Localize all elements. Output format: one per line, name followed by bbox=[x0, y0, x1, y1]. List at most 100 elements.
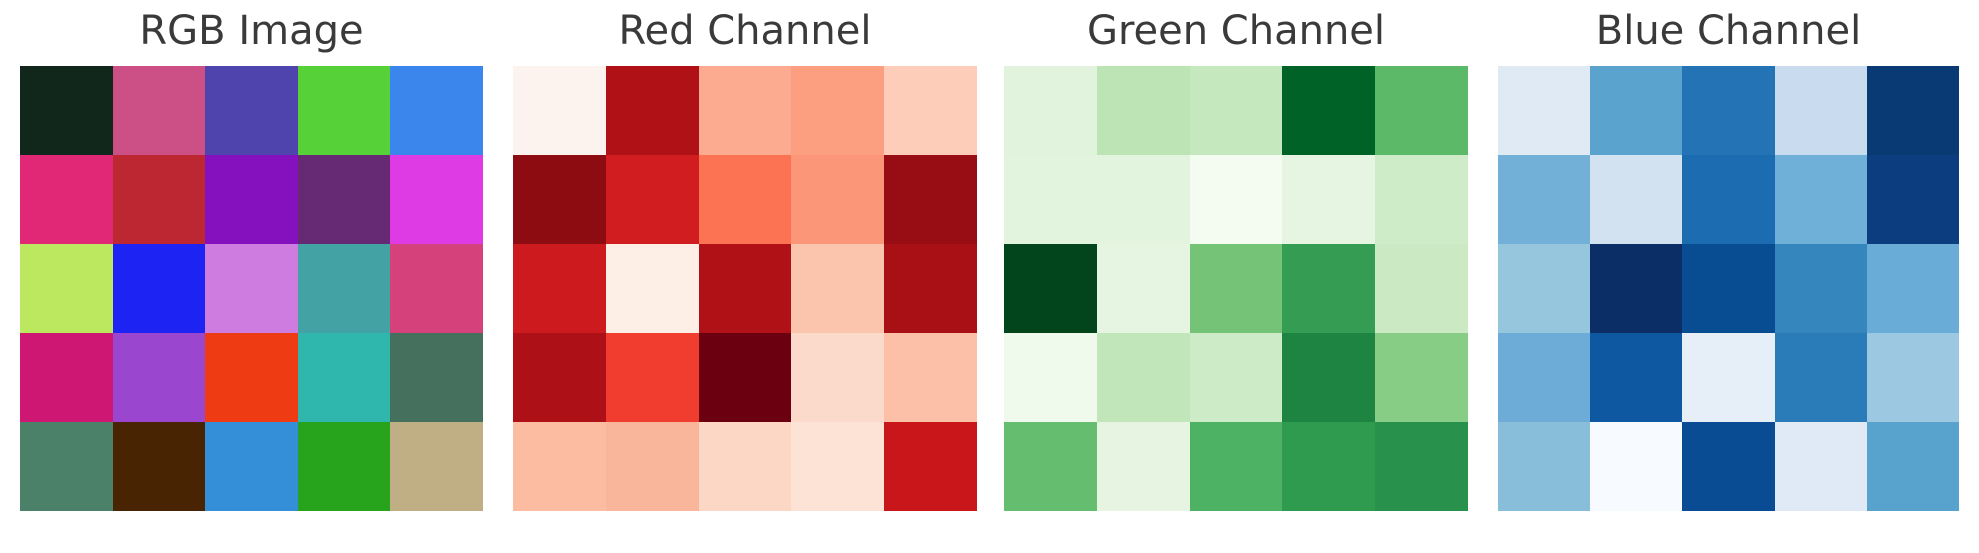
pixel-cell bbox=[1189, 66, 1283, 155]
pixel-cell bbox=[1004, 333, 1097, 422]
pixel-cell bbox=[1282, 66, 1376, 155]
pixel-cell bbox=[605, 333, 699, 422]
panel-title-blue: Blue Channel bbox=[1595, 8, 1862, 54]
pixel-cell bbox=[297, 244, 391, 333]
pixel-cell bbox=[205, 66, 298, 155]
pixel-cell bbox=[1004, 155, 1097, 244]
pixel-cell bbox=[1774, 422, 1867, 511]
panel-rgb-image: RGB Image bbox=[20, 0, 483, 553]
pixel-cell bbox=[513, 66, 606, 155]
pixel-cell bbox=[205, 155, 298, 244]
pixel-cell bbox=[297, 66, 391, 155]
pixel-cell bbox=[1282, 422, 1376, 511]
pixel-cell bbox=[605, 244, 699, 333]
pixel-cell bbox=[884, 333, 977, 422]
pixel-cell bbox=[1498, 244, 1591, 333]
pixel-cell bbox=[1189, 155, 1283, 244]
pixel-cell bbox=[1375, 244, 1468, 333]
pixel-cell bbox=[390, 333, 483, 422]
pixel-cell bbox=[390, 244, 483, 333]
pixel-cell bbox=[698, 155, 792, 244]
pixel-cell bbox=[698, 333, 792, 422]
pixel-cell bbox=[1282, 155, 1376, 244]
pixel-cell bbox=[884, 155, 977, 244]
pixel-cell bbox=[791, 66, 885, 155]
blue-channel-grid bbox=[1498, 66, 1959, 511]
pixel-cell bbox=[1004, 244, 1097, 333]
pixel-cell bbox=[1282, 333, 1376, 422]
pixel-cell bbox=[205, 244, 298, 333]
pixel-cell bbox=[20, 333, 113, 422]
pixel-cell bbox=[1375, 155, 1468, 244]
pixel-cell bbox=[698, 244, 792, 333]
pixel-cell bbox=[205, 422, 298, 511]
pixel-cell bbox=[791, 333, 885, 422]
pixel-cell bbox=[1866, 244, 1959, 333]
pixel-cell bbox=[605, 155, 699, 244]
panel-red-channel: Red Channel bbox=[513, 0, 977, 553]
pixel-cell bbox=[1774, 244, 1867, 333]
pixel-cell bbox=[513, 244, 606, 333]
pixel-cell bbox=[1498, 66, 1591, 155]
pixel-cell bbox=[884, 422, 977, 511]
pixel-cell bbox=[112, 422, 206, 511]
pixel-cell bbox=[1682, 422, 1775, 511]
pixel-cell bbox=[20, 422, 113, 511]
pixel-cell bbox=[1682, 333, 1775, 422]
panel-green-channel: Green Channel bbox=[1004, 0, 1468, 553]
pixel-cell bbox=[1774, 155, 1867, 244]
pixel-cell bbox=[297, 333, 391, 422]
pixel-cell bbox=[297, 422, 391, 511]
pixel-cell bbox=[1682, 66, 1775, 155]
pixel-cell bbox=[1282, 244, 1376, 333]
pixel-cell bbox=[20, 244, 113, 333]
pixel-cell bbox=[884, 244, 977, 333]
pixel-cell bbox=[791, 155, 885, 244]
pixel-cell bbox=[1866, 333, 1959, 422]
pixel-cell bbox=[112, 333, 206, 422]
pixel-cell bbox=[1682, 155, 1775, 244]
pixel-cell bbox=[390, 155, 483, 244]
pixel-cell bbox=[513, 333, 606, 422]
pixel-cell bbox=[791, 422, 885, 511]
pixel-cell bbox=[1189, 422, 1283, 511]
green-channel-grid bbox=[1004, 66, 1468, 511]
pixel-cell bbox=[513, 422, 606, 511]
pixel-cell bbox=[1189, 244, 1283, 333]
pixel-cell bbox=[20, 66, 113, 155]
pixel-cell bbox=[1004, 422, 1097, 511]
pixel-cell bbox=[1590, 66, 1683, 155]
pixel-cell bbox=[1189, 333, 1283, 422]
pixel-cell bbox=[112, 155, 206, 244]
pixel-cell bbox=[390, 66, 483, 155]
pixel-cell bbox=[1774, 333, 1867, 422]
pixel-cell bbox=[112, 244, 206, 333]
pixel-cell bbox=[605, 66, 699, 155]
pixel-cell bbox=[1096, 66, 1190, 155]
pixel-cell bbox=[698, 422, 792, 511]
pixel-cell bbox=[513, 155, 606, 244]
panel-title-green: Green Channel bbox=[1086, 8, 1386, 54]
pixel-cell bbox=[1498, 333, 1591, 422]
pixel-cell bbox=[1096, 333, 1190, 422]
panel-title-red: Red Channel bbox=[618, 8, 872, 54]
pixel-cell bbox=[884, 66, 977, 155]
pixel-cell bbox=[1375, 333, 1468, 422]
pixel-cell bbox=[1590, 422, 1683, 511]
pixel-cell bbox=[205, 333, 298, 422]
pixel-cell bbox=[791, 244, 885, 333]
pixel-cell bbox=[1590, 244, 1683, 333]
pixel-cell bbox=[1096, 155, 1190, 244]
pixel-cell bbox=[1096, 422, 1190, 511]
pixel-cell bbox=[698, 66, 792, 155]
pixel-cell bbox=[1498, 155, 1591, 244]
pixel-cell bbox=[112, 66, 206, 155]
pixel-cell bbox=[1375, 66, 1468, 155]
pixel-cell bbox=[1096, 244, 1190, 333]
pixel-cell bbox=[1375, 422, 1468, 511]
pixel-cell bbox=[1590, 155, 1683, 244]
pixel-cell bbox=[1866, 155, 1959, 244]
panel-title-rgb: RGB Image bbox=[139, 8, 364, 54]
pixel-cell bbox=[390, 422, 483, 511]
